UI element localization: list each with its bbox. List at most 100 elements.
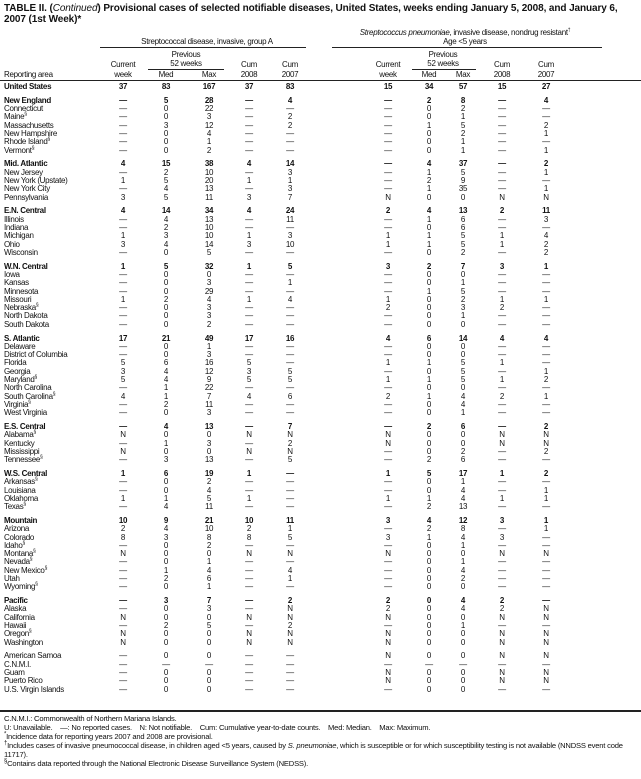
- spacer: [566, 542, 641, 550]
- value-cell: —: [542, 582, 550, 592]
- reporting-area-cell: W.S. Central: [0, 469, 103, 478]
- value-cell: 0: [163, 612, 169, 622]
- value-cell: 2: [385, 604, 391, 614]
- value-cell: —: [205, 659, 213, 669]
- value-cell: 83: [285, 82, 295, 91]
- value-cell: 4: [460, 399, 466, 409]
- value-cell: 0: [163, 629, 169, 639]
- value-cell: —: [498, 582, 506, 592]
- value-cell: —: [498, 286, 506, 296]
- value-cell: 3: [246, 239, 252, 249]
- value-cell: 5: [120, 358, 126, 368]
- value-cell: 7: [460, 261, 466, 271]
- area-name: Mississippi: [4, 446, 40, 456]
- value-cell: —: [119, 557, 127, 567]
- value-cell: 4: [163, 214, 169, 224]
- value-cell: 0: [426, 582, 432, 592]
- value-cell: 1: [460, 540, 466, 550]
- value-cell: 3: [499, 261, 505, 271]
- value-cell: 0: [206, 269, 212, 279]
- value-cell: 2: [206, 540, 212, 550]
- value-cell: 8: [246, 532, 252, 542]
- reporting-area-cell: South Dakota: [0, 320, 103, 329]
- value-cell: 4: [460, 596, 466, 606]
- area-name: Pacific: [4, 596, 28, 606]
- value-cell: 4: [163, 502, 169, 512]
- value-cell: 1: [385, 493, 391, 503]
- area-name: Vermont: [4, 145, 32, 155]
- value-cell: —: [384, 104, 392, 114]
- value-cell: 1: [426, 493, 432, 503]
- value-cell: —: [498, 557, 506, 567]
- value-cell: N: [543, 438, 549, 448]
- spacer: [311, 147, 366, 155]
- value-cell: —: [119, 350, 127, 360]
- table-row: Florida 5 6 16 5 — 1 1 5 1 —: [0, 358, 641, 368]
- value-cell: 0: [460, 549, 466, 559]
- 52-weeks-label: 52 weeks: [427, 59, 459, 68]
- value-cell: —: [245, 438, 253, 448]
- value-cell: —: [498, 477, 506, 487]
- value-cell: —: [119, 502, 127, 512]
- spacer: [566, 384, 641, 392]
- value-cell: 0: [163, 303, 169, 313]
- table-row: Kansas — 0 3 — 1 — 0 1 — —: [0, 278, 641, 287]
- spacer: [311, 478, 366, 486]
- value-cell: 1: [287, 175, 293, 185]
- table-row: Oregon§ N 0 0 N N N 0 0 N N: [0, 629, 641, 639]
- value-cell: —: [498, 502, 506, 512]
- value-cell: N: [499, 430, 505, 440]
- value-cell: —: [498, 167, 506, 177]
- value-cell: —: [425, 659, 433, 669]
- footnote-mark: §: [22, 540, 26, 547]
- value-cell: 1: [426, 231, 432, 241]
- value-cell: —: [286, 651, 294, 661]
- spacer: [311, 622, 366, 630]
- value-cell: —: [498, 446, 506, 456]
- value-cell: 0: [206, 549, 212, 559]
- spacer: [566, 630, 641, 638]
- value-cell: N: [246, 629, 252, 639]
- value-cell: N: [120, 612, 126, 622]
- value-cell: —: [119, 269, 127, 279]
- spacer: [566, 194, 641, 202]
- spacer: [311, 605, 366, 613]
- value-cell: —: [498, 311, 506, 321]
- value-cell: 5: [206, 493, 212, 503]
- value-cell: 6: [287, 391, 293, 401]
- value-cell: 0: [163, 319, 169, 329]
- value-cell: 37: [118, 82, 128, 91]
- value-cell: —: [245, 540, 253, 550]
- reporting-area-cell: Massachusetts: [0, 121, 103, 130]
- value-cell: —: [286, 659, 294, 669]
- footnotes: C.N.M.I.: Commonwealth of Northern Maria…: [4, 714, 639, 768]
- area-name: New York City: [4, 184, 50, 194]
- table-row: Arkansas§ — 0 2 — — — 0 1 — —: [0, 477, 641, 487]
- value-cell: 0: [426, 192, 432, 202]
- max-label: Max: [201, 70, 217, 79]
- footnote-legend: U: Unavailable. —: No reported cases. N:…: [4, 723, 431, 732]
- value-cell: —: [498, 95, 506, 105]
- value-cell: 4: [206, 485, 212, 495]
- table-row: Puerto Rico — 0 0 — — N 0 0 N N: [0, 676, 641, 685]
- value-cell: 4: [287, 565, 293, 575]
- value-cell: 0: [163, 286, 169, 296]
- value-cell: 17: [458, 468, 468, 478]
- spacer: [311, 185, 366, 193]
- value-cell: 0: [426, 128, 432, 138]
- value-cell: —: [245, 565, 253, 575]
- value-cell: 5: [287, 375, 293, 384]
- reporting-area-cell: New Mexico§: [0, 566, 103, 575]
- value-cell: 2: [499, 596, 505, 606]
- value-cell: 4: [206, 565, 212, 575]
- divider: [412, 69, 476, 70]
- value-cell: 4: [206, 294, 212, 304]
- area-name: Pennsylvania: [4, 192, 48, 202]
- value-cell: 2: [426, 524, 432, 534]
- area-name: Michigan: [4, 231, 34, 241]
- value-cell: 1: [163, 493, 169, 503]
- value-cell: 0: [163, 408, 169, 418]
- value-cell: —: [286, 540, 294, 550]
- table-row: Alabama§ N 0 0 N N N 0 0 N N: [0, 430, 641, 440]
- value-cell: —: [119, 651, 127, 661]
